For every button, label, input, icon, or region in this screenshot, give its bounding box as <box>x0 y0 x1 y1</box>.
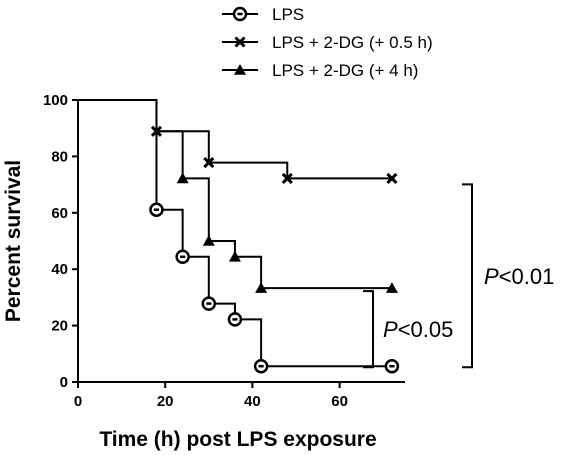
series-3-point-2-shape <box>176 172 189 184</box>
series-3-point-5-shape <box>255 282 268 293</box>
annotation-p005: P<0.05 <box>363 290 453 369</box>
series-1-point-6 <box>384 358 400 374</box>
legend-item-2: LPS + 2-DG (+ 0.5 h) <box>222 33 433 52</box>
axes: 0 20 40 60 80 100 0 20 40 60 Time (h) post LPS exp… <box>2 92 405 451</box>
series-1-point-1 <box>149 202 164 217</box>
series-3-point-4-shape <box>228 250 241 262</box>
y-tick-label-100: 100 <box>43 92 68 109</box>
plot-area <box>78 99 400 374</box>
series-2-point-3 <box>281 172 293 184</box>
series-3-line <box>78 99 392 290</box>
legend: LPS LPS + 2-DG (+ 0.5 h) LPS + 2-DG (+ 4 h… <box>222 5 433 80</box>
legend-marker-2-stroke-b <box>234 36 246 48</box>
y-tick-label-80: 80 <box>51 148 68 165</box>
x-axis-title: Time (h) post LPS exposure <box>99 428 376 451</box>
series-2-point-2-stroke-b <box>203 157 215 169</box>
significance-annotations: P<0.01 P<0.05 <box>363 183 554 369</box>
series-2-point-3-stroke-b <box>281 172 293 184</box>
series-3-point-3 <box>202 235 215 246</box>
legend-item-1: LPS <box>222 5 304 24</box>
series-1-point-3 <box>201 296 217 311</box>
series-3 <box>78 99 398 293</box>
legend-label-3: LPS + 2-DG (+ 4 h) <box>272 61 418 80</box>
legend-marker-3 <box>234 64 246 75</box>
x-tick-label-40: 40 <box>244 393 261 410</box>
legend-label-2: LPS + 2-DG (+ 0.5 h) <box>272 33 433 52</box>
series-3-point-2 <box>176 172 189 184</box>
series-3-point-4 <box>228 250 241 262</box>
x-tick-label-20: 20 <box>157 393 174 410</box>
series-2-point-4-stroke-b <box>386 172 398 184</box>
series-2-point-4 <box>386 172 398 184</box>
series-3-point-6 <box>385 282 398 293</box>
legend-item-3: LPS + 2-DG (+ 4 h) <box>222 61 418 80</box>
series-3-point-3-shape <box>202 235 215 246</box>
series-2-line <box>78 99 392 180</box>
bracket-p005 <box>363 290 374 369</box>
series-1-point-5 <box>253 358 269 374</box>
legend-marker-2 <box>234 36 246 48</box>
annotation-p001: P<0.01 <box>462 183 554 369</box>
x-tick-label-60: 60 <box>331 393 348 410</box>
legend-marker-1 <box>232 6 248 22</box>
series-2 <box>78 99 398 184</box>
y-tick-label-60: 60 <box>51 205 68 222</box>
legend-marker-3-shape <box>234 64 246 75</box>
bracket-p001 <box>462 183 473 369</box>
series-1-point-4 <box>227 312 243 327</box>
x-tick-label-0: 0 <box>74 393 82 410</box>
pvalue-p001: P<0.01 <box>484 264 554 289</box>
y-tick-label-40: 40 <box>51 261 68 278</box>
series-3-point-5 <box>255 282 268 293</box>
series-1-line <box>78 99 392 368</box>
y-axis-title: Percent survival <box>2 160 25 322</box>
pvalue-p005: P<0.05 <box>383 317 453 342</box>
legend-label-1: LPS <box>272 5 304 24</box>
y-tick-label-0: 0 <box>60 374 68 391</box>
series-2-point-2 <box>203 157 215 169</box>
series-3-point-6-shape <box>385 282 398 293</box>
series-1 <box>78 99 400 374</box>
series-1-point-2 <box>175 249 190 265</box>
y-tick-label-20: 20 <box>51 318 68 335</box>
